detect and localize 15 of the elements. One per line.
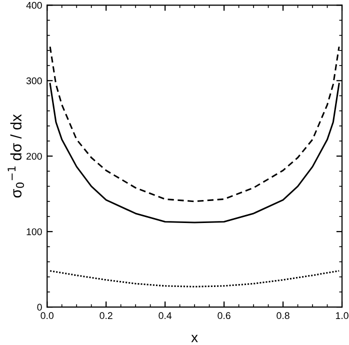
x-tick-label: 0.8: [276, 312, 290, 320]
x-tick-label: 0.2: [100, 312, 112, 320]
y-tick-label: 300: [26, 77, 42, 84]
y-tick-label: 400: [26, 2, 42, 9]
x-tick-label: 0.4: [158, 312, 172, 320]
line-series: [49, 46, 340, 202]
y-tick-label: 0: [37, 304, 42, 311]
x-tick-label: 1.0: [336, 312, 348, 320]
y-tick-label: 100: [26, 228, 42, 236]
line-series: [49, 270, 340, 288]
y-tick-label: 200: [26, 152, 42, 160]
x-axis-title: x: [191, 334, 198, 342]
x-tick-label: 0.0: [40, 312, 54, 320]
y-axis-title: σ$_{0}$$^{−1}$ dσ / dx: [8, 114, 24, 198]
x-tick-label: 0.6: [218, 312, 230, 320]
